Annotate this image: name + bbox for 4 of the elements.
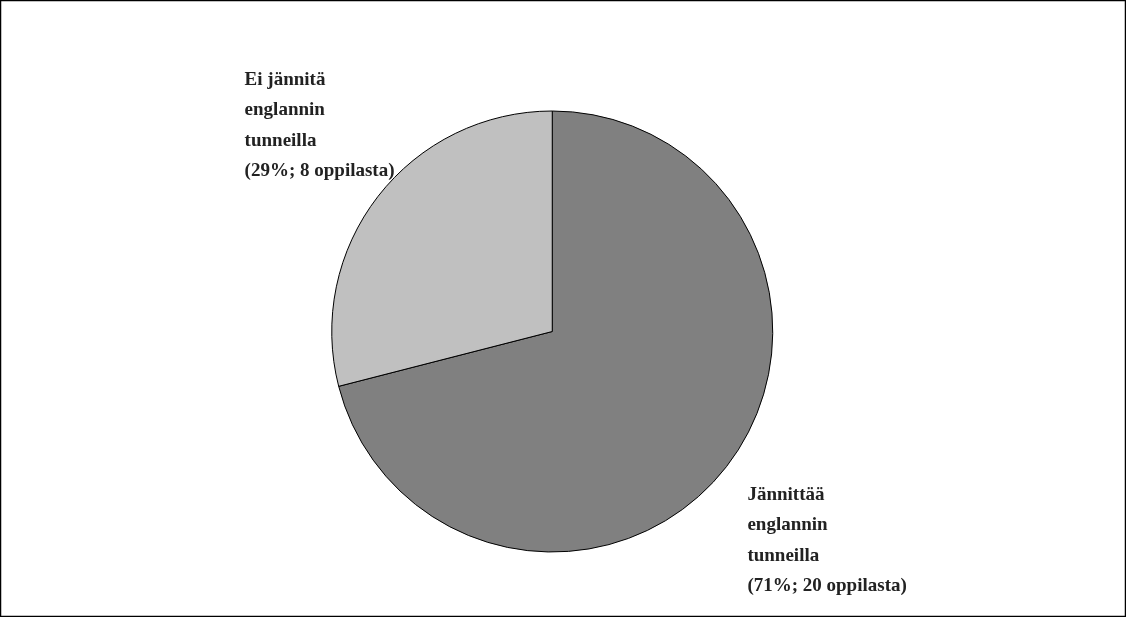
data-label: (71%; 20 oppilasta)	[747, 574, 907, 597]
data-label: (29%; 8 oppilasta)	[244, 159, 395, 182]
slice-label: Ei jännitä englannin tunneilla	[244, 67, 326, 150]
slice-label: Jännittää englannin tunneilla	[747, 482, 829, 565]
